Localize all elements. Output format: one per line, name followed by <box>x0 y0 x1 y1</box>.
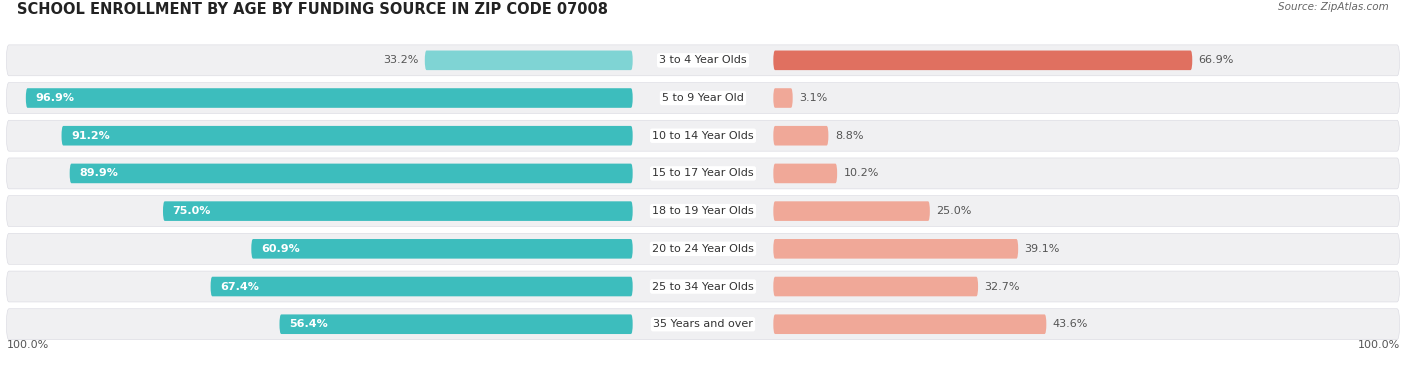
Text: 56.4%: 56.4% <box>290 319 328 329</box>
Text: 100.0%: 100.0% <box>1357 340 1399 350</box>
FancyBboxPatch shape <box>62 126 633 146</box>
Text: 25 to 34 Year Olds: 25 to 34 Year Olds <box>652 282 754 291</box>
Text: Source: ZipAtlas.com: Source: ZipAtlas.com <box>1278 2 1389 12</box>
Text: 33.2%: 33.2% <box>382 55 419 65</box>
FancyBboxPatch shape <box>773 314 1046 334</box>
Text: 43.6%: 43.6% <box>1053 319 1088 329</box>
FancyBboxPatch shape <box>7 271 1399 302</box>
Text: SCHOOL ENROLLMENT BY AGE BY FUNDING SOURCE IN ZIP CODE 07008: SCHOOL ENROLLMENT BY AGE BY FUNDING SOUR… <box>17 2 607 17</box>
Text: 66.9%: 66.9% <box>1199 55 1234 65</box>
Text: 20 to 24 Year Olds: 20 to 24 Year Olds <box>652 244 754 254</box>
FancyBboxPatch shape <box>163 201 633 221</box>
Text: 35 Years and over: 35 Years and over <box>652 319 754 329</box>
FancyBboxPatch shape <box>773 201 929 221</box>
Text: 91.2%: 91.2% <box>72 131 110 141</box>
Text: 3 to 4 Year Olds: 3 to 4 Year Olds <box>659 55 747 65</box>
Text: 75.0%: 75.0% <box>173 206 211 216</box>
Text: 25.0%: 25.0% <box>936 206 972 216</box>
FancyBboxPatch shape <box>773 126 828 146</box>
FancyBboxPatch shape <box>773 277 979 296</box>
Text: 100.0%: 100.0% <box>7 340 49 350</box>
FancyBboxPatch shape <box>70 164 633 183</box>
FancyBboxPatch shape <box>280 314 633 334</box>
Text: 5 to 9 Year Old: 5 to 9 Year Old <box>662 93 744 103</box>
Text: 8.8%: 8.8% <box>835 131 863 141</box>
Text: 18 to 19 Year Olds: 18 to 19 Year Olds <box>652 206 754 216</box>
Text: 3.1%: 3.1% <box>799 93 827 103</box>
Text: 67.4%: 67.4% <box>221 282 259 291</box>
FancyBboxPatch shape <box>773 51 1192 70</box>
FancyBboxPatch shape <box>7 196 1399 227</box>
FancyBboxPatch shape <box>211 277 633 296</box>
Text: 89.9%: 89.9% <box>79 169 118 178</box>
FancyBboxPatch shape <box>773 164 837 183</box>
FancyBboxPatch shape <box>7 83 1399 113</box>
FancyBboxPatch shape <box>7 45 1399 76</box>
FancyBboxPatch shape <box>7 158 1399 189</box>
FancyBboxPatch shape <box>7 309 1399 340</box>
Text: 96.9%: 96.9% <box>35 93 75 103</box>
FancyBboxPatch shape <box>7 233 1399 264</box>
Text: 39.1%: 39.1% <box>1025 244 1060 254</box>
Text: 10 to 14 Year Olds: 10 to 14 Year Olds <box>652 131 754 141</box>
FancyBboxPatch shape <box>425 51 633 70</box>
FancyBboxPatch shape <box>773 88 793 108</box>
Text: 10.2%: 10.2% <box>844 169 879 178</box>
FancyBboxPatch shape <box>7 120 1399 151</box>
Text: 15 to 17 Year Olds: 15 to 17 Year Olds <box>652 169 754 178</box>
FancyBboxPatch shape <box>25 88 633 108</box>
FancyBboxPatch shape <box>252 239 633 259</box>
Text: 32.7%: 32.7% <box>984 282 1019 291</box>
Text: 60.9%: 60.9% <box>262 244 299 254</box>
FancyBboxPatch shape <box>773 239 1018 259</box>
